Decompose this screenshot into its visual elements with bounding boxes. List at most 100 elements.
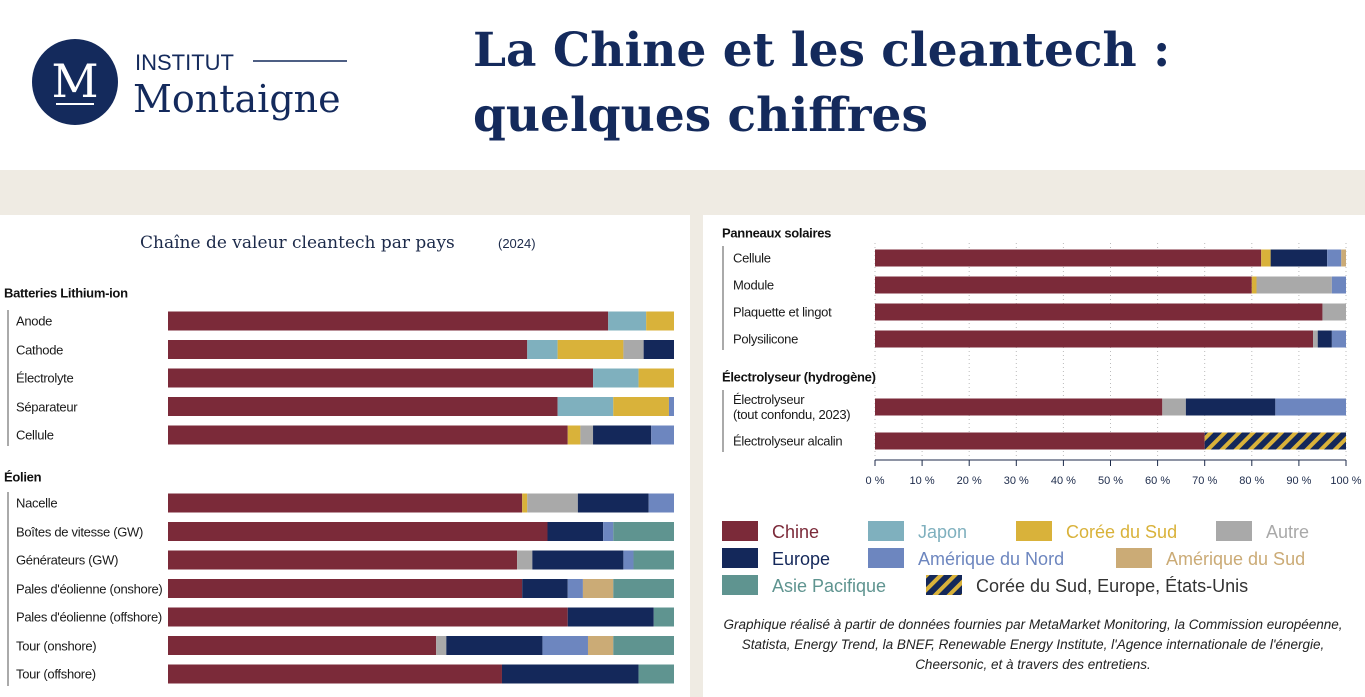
category-label: Pales d'éolienne (offshore)	[16, 609, 162, 625]
bar-segment	[623, 550, 634, 570]
bar-segment	[1327, 249, 1342, 267]
bar-segment	[623, 340, 644, 359]
right-panel	[703, 215, 1365, 697]
bar-segment	[501, 664, 639, 684]
legend-label: Corée du Sud	[1066, 522, 1177, 542]
bar-segment	[875, 398, 1163, 416]
legend-label: Amérique du Sud	[1166, 549, 1305, 569]
bar-segment	[1256, 276, 1332, 294]
category-label: Cathode	[16, 342, 64, 357]
x-tick-label: 50 %	[1098, 475, 1123, 487]
x-tick-label: 100 %	[1330, 475, 1361, 487]
legend-label: Autre	[1266, 522, 1309, 542]
logo-bottom: Montaigne	[133, 77, 341, 121]
bar-segment	[1331, 330, 1346, 348]
bar-segment	[646, 311, 674, 331]
category-label: Séparateur	[16, 399, 78, 414]
legend-label: Asie Pacifique	[772, 576, 886, 596]
legend-label: Amérique du Nord	[918, 549, 1064, 569]
bar-segment	[168, 340, 528, 359]
legend-label: Chine	[772, 522, 819, 542]
header-bg	[0, 0, 1365, 170]
bar-segment	[168, 607, 568, 627]
legend-swatch	[722, 548, 758, 568]
bar-segment	[1275, 398, 1346, 416]
legend-label: Europe	[772, 549, 830, 569]
bar-segment	[613, 522, 674, 541]
bar-segment	[567, 579, 583, 598]
legend-swatch	[926, 575, 962, 595]
bar-segment	[643, 340, 674, 359]
bar-segment	[168, 522, 548, 541]
bar-segment	[168, 368, 594, 388]
bar-segment	[608, 311, 647, 331]
bar-segment	[875, 303, 1323, 321]
bar-segment	[875, 249, 1262, 267]
x-tick-label: 80 %	[1239, 475, 1264, 487]
bar-segment	[168, 550, 518, 570]
bar-segment	[1251, 276, 1257, 294]
legend-swatch	[868, 548, 904, 568]
source-note: Graphique réalisé à partir de données fo…	[723, 617, 1343, 672]
logo-circle	[32, 39, 118, 125]
bar-segment	[1313, 330, 1318, 348]
bar-segment	[542, 636, 588, 655]
bar-segment	[668, 397, 674, 416]
bar-segment	[557, 397, 614, 416]
chart-title: Chaîne de valeur cleantech par pays	[140, 233, 455, 253]
group-label: Électrolyseur (hydrogène)	[722, 369, 876, 385]
category-label: Polysilicone	[733, 331, 799, 347]
bar-segment	[522, 579, 568, 598]
bar-segment	[436, 636, 447, 655]
category-label: Générateurs (GW)	[16, 552, 119, 568]
x-tick-label: 60 %	[1145, 475, 1170, 487]
bar-segment	[613, 397, 669, 416]
bar-segment	[517, 550, 533, 570]
category-label: Cellule	[733, 250, 771, 266]
legend-swatch	[1016, 521, 1052, 541]
group-label: Panneaux solaires	[722, 225, 832, 241]
bar-segment	[532, 550, 624, 570]
chart-subtitle: (2024)	[498, 236, 536, 251]
bar-segment	[567, 607, 654, 627]
logo-top: INSTITUT	[135, 50, 234, 75]
category-label: Cellule	[16, 427, 54, 443]
category-label: Tour (offshore)	[16, 666, 96, 682]
bar-segment	[527, 340, 558, 359]
group-label: Éolien	[4, 469, 42, 485]
category-label: Électrolyseur alcalin	[733, 433, 843, 449]
bar-segment	[1270, 249, 1328, 267]
bar-segment	[613, 579, 674, 598]
x-tick-label: 40 %	[1051, 475, 1076, 487]
bar-segment	[875, 276, 1252, 294]
bar-segment	[653, 607, 674, 627]
bar-segment	[557, 340, 624, 359]
bar-segment	[603, 522, 614, 541]
bar-segment	[527, 493, 578, 513]
bar-segment	[522, 493, 528, 513]
bar-segment	[638, 368, 674, 388]
bar-segment	[168, 579, 523, 598]
bar-segment	[875, 432, 1205, 450]
category-label: Électrolyte	[16, 370, 74, 386]
category-label: Nacelle	[16, 495, 58, 511]
page-title: quelques chiffres	[473, 88, 928, 143]
legend-swatch	[722, 521, 758, 541]
legend-swatch	[722, 575, 758, 595]
category-label: Pales d'éolienne (onshore)	[16, 581, 163, 596]
bar-segment	[587, 636, 614, 655]
bar-segment	[613, 636, 674, 655]
category-label: Électrolyseur (tout confondu, 2023)	[733, 392, 851, 422]
category-label: Anode	[16, 313, 53, 329]
legend-swatch	[1216, 521, 1252, 541]
page-title: La Chine et les cleantech :	[473, 23, 1170, 78]
bar-segment	[593, 368, 639, 388]
bar-segment	[1322, 303, 1346, 321]
x-tick-label: 70 %	[1192, 475, 1217, 487]
bar-segment	[1204, 432, 1346, 450]
x-tick-label: 30 %	[1004, 475, 1029, 487]
bar-segment	[168, 311, 609, 331]
bar-segment	[875, 330, 1314, 348]
bar-segment	[1331, 276, 1346, 294]
